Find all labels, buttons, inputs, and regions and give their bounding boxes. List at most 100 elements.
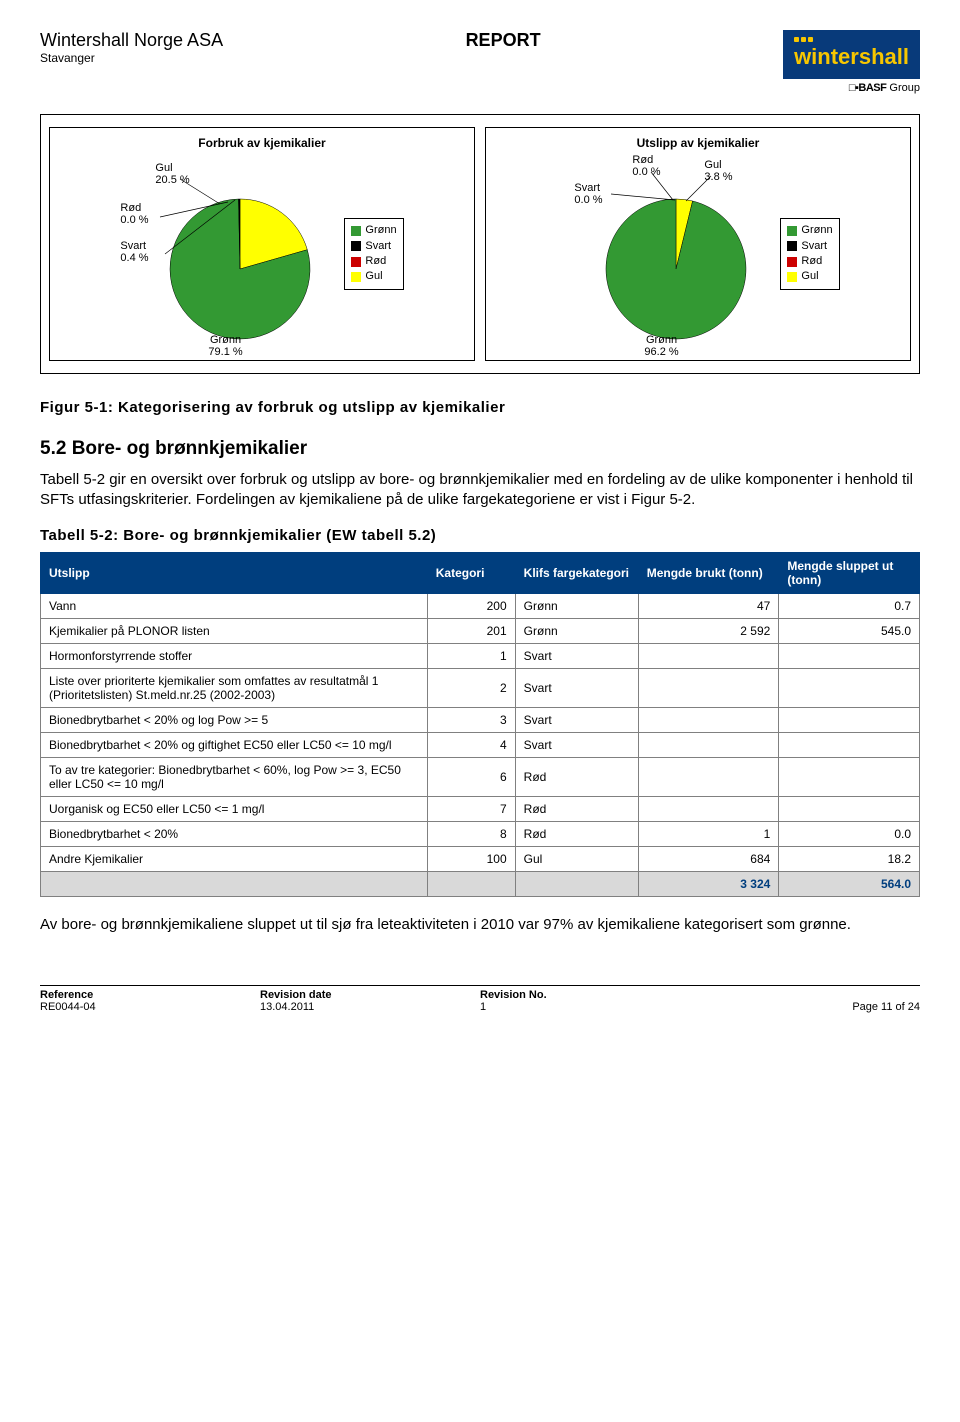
total-sluppet: 564.0 [779,871,920,896]
cell-kategori: 8 [427,821,515,846]
chart-forbruk: Forbruk av kjemikalier [49,127,475,361]
chart-utslipp: Utslipp av kjemikalier Rød 0.0 % [485,127,911,361]
cell-sluppet [779,643,920,668]
table-row: Bionedbrytbarhet < 20% og log Pow >= 53S… [41,707,920,732]
cell-utslipp: Hormonforstyrrende stoffer [41,643,428,668]
table-row: Hormonforstyrrende stoffer1Svart [41,643,920,668]
cell-sluppet [779,668,920,707]
col-kategori: Kategori [427,552,515,593]
cell-utslipp: Uorganisk og EC50 eller LC50 <= 1 mg/l [41,796,428,821]
cell-utslipp: Bionedbrytbarhet < 20% og log Pow >= 5 [41,707,428,732]
cell-brukt: 684 [638,846,779,871]
cell-brukt: 47 [638,593,779,618]
cell-sluppet: 18.2 [779,846,920,871]
cell-brukt [638,707,779,732]
company-location: Stavanger [40,51,223,65]
cell-sluppet: 545.0 [779,618,920,643]
col-farge: Klifs fargekategori [515,552,638,593]
cell-kategori: 1 [427,643,515,668]
chart1-pie: Gul 20.5 % Rød 0.0 % Svart 0.4 % Grønn 7… [120,154,340,354]
cell-kategori: 201 [427,618,515,643]
cell-brukt [638,757,779,796]
chart2-label-gul: Gul 3.8 % [704,159,732,183]
cell-farge: Rød [515,796,638,821]
cell-farge: Svart [515,732,638,757]
cell-sluppet [779,732,920,757]
table-row: Vann200Grønn470.7 [41,593,920,618]
cell-farge: Rød [515,821,638,846]
footer-page: Page 11 of 24 [700,1001,920,1013]
cell-brukt [638,796,779,821]
chart2-legend: Grønn Svart Rød Gul [780,218,839,290]
table-total-row: 3 324564.0 [41,871,920,896]
chart1-label-rod: Rød 0.0 % [120,202,148,226]
footer-ref-value: RE0044-04 [40,1001,260,1013]
table-row: Kjemikalier på PLONOR listen201Grønn2 59… [41,618,920,643]
chart2-label-svart: Svart 0.0 % [574,182,602,206]
table-row: Uorganisk og EC50 eller LC50 <= 1 mg/l7R… [41,796,920,821]
col-brukt: Mengde brukt (tonn) [638,552,779,593]
table-header-row: Utslipp Kategori Klifs fargekategori Men… [41,552,920,593]
col-sluppet: Mengde sluppet ut (tonn) [779,552,920,593]
closing-paragraph: Av bore- og brønnkjemikaliene sluppet ut… [40,915,920,935]
table-caption: Tabell 5-2: Bore- og brønnkjemikalier (E… [40,527,920,544]
cell-farge: Gul [515,846,638,871]
chart2-label-rod: Rød 0.0 % [632,154,660,178]
header-company-block: Wintershall Norge ASA Stavanger [40,30,223,65]
cell-farge: Grønn [515,618,638,643]
cell-kategori: 2 [427,668,515,707]
footer-revdate-value: 13.04.2011 [260,1001,480,1013]
total-brukt: 3 324 [638,871,779,896]
cell-sluppet [779,757,920,796]
wintershall-logo: wintershall [783,30,920,79]
cell-kategori: 6 [427,757,515,796]
page-header: Wintershall Norge ASA Stavanger REPORT w… [40,30,920,94]
cell-utslipp: Bionedbrytbarhet < 20% og giftighet EC50… [41,732,428,757]
figure-caption: Figur 5-1: Kategorisering av forbruk og … [40,399,920,416]
chart1-legend: Grønn Svart Rød Gul [344,218,403,290]
chart2-pie: Rød 0.0 % Svart 0.0 % Gul 3.8 % Grønn 96… [556,154,776,354]
chart1-label-gul: Gul 20.5 % [155,162,189,186]
cell-farge: Svart [515,643,638,668]
cell-utslipp: Bionedbrytbarhet < 20% [41,821,428,846]
footer-ref-label: Reference [40,989,93,1001]
cell-farge: Svart [515,668,638,707]
cell-brukt [638,668,779,707]
cell-sluppet [779,707,920,732]
cell-utslipp: Vann [41,593,428,618]
chart1-label-svart: Svart 0.4 % [120,240,148,264]
col-utslipp: Utslipp [41,552,428,593]
page-footer: Reference Revision date Revision No. RE0… [40,985,920,1013]
cell-kategori: 7 [427,796,515,821]
cell-utslipp: Andre Kjemikalier [41,846,428,871]
doc-type: REPORT [466,30,541,51]
table-row: Andre Kjemikalier100Gul68418.2 [41,846,920,871]
logo-block: wintershall □▪BASF Group [783,30,920,94]
table-row: To av tre kategorier: Bionedbrytbarhet <… [41,757,920,796]
cell-sluppet: 0.0 [779,821,920,846]
chart1-title: Forbruk av kjemikalier [56,136,468,150]
table-row: Bionedbrytbarhet < 20%8Rød10.0 [41,821,920,846]
cell-brukt [638,732,779,757]
cell-kategori: 4 [427,732,515,757]
cell-sluppet: 0.7 [779,593,920,618]
cell-kategori: 3 [427,707,515,732]
cell-utslipp: Kjemikalier på PLONOR listen [41,618,428,643]
cell-kategori: 200 [427,593,515,618]
cell-farge: Svart [515,707,638,732]
chemicals-table: Utslipp Kategori Klifs fargekategori Men… [40,552,920,897]
cell-farge: Rød [515,757,638,796]
table-row: Liste over prioriterte kjemikalier som o… [41,668,920,707]
cell-kategori: 100 [427,846,515,871]
table-row: Bionedbrytbarhet < 20% og giftighet EC50… [41,732,920,757]
chart2-title: Utslipp av kjemikalier [492,136,904,150]
cell-farge: Grønn [515,593,638,618]
footer-revno-value: 1 [480,1001,700,1013]
cell-brukt: 1 [638,821,779,846]
basf-group: □▪BASF Group [783,82,920,94]
section-para: Tabell 5-2 gir en oversikt over forbruk … [40,470,920,511]
section-heading: 5.2 Bore- og brønnkjemikalier [40,438,920,460]
footer-revno-label: Revision No. [480,989,547,1001]
cell-utslipp: Liste over prioriterte kjemikalier som o… [41,668,428,707]
cell-brukt [638,643,779,668]
